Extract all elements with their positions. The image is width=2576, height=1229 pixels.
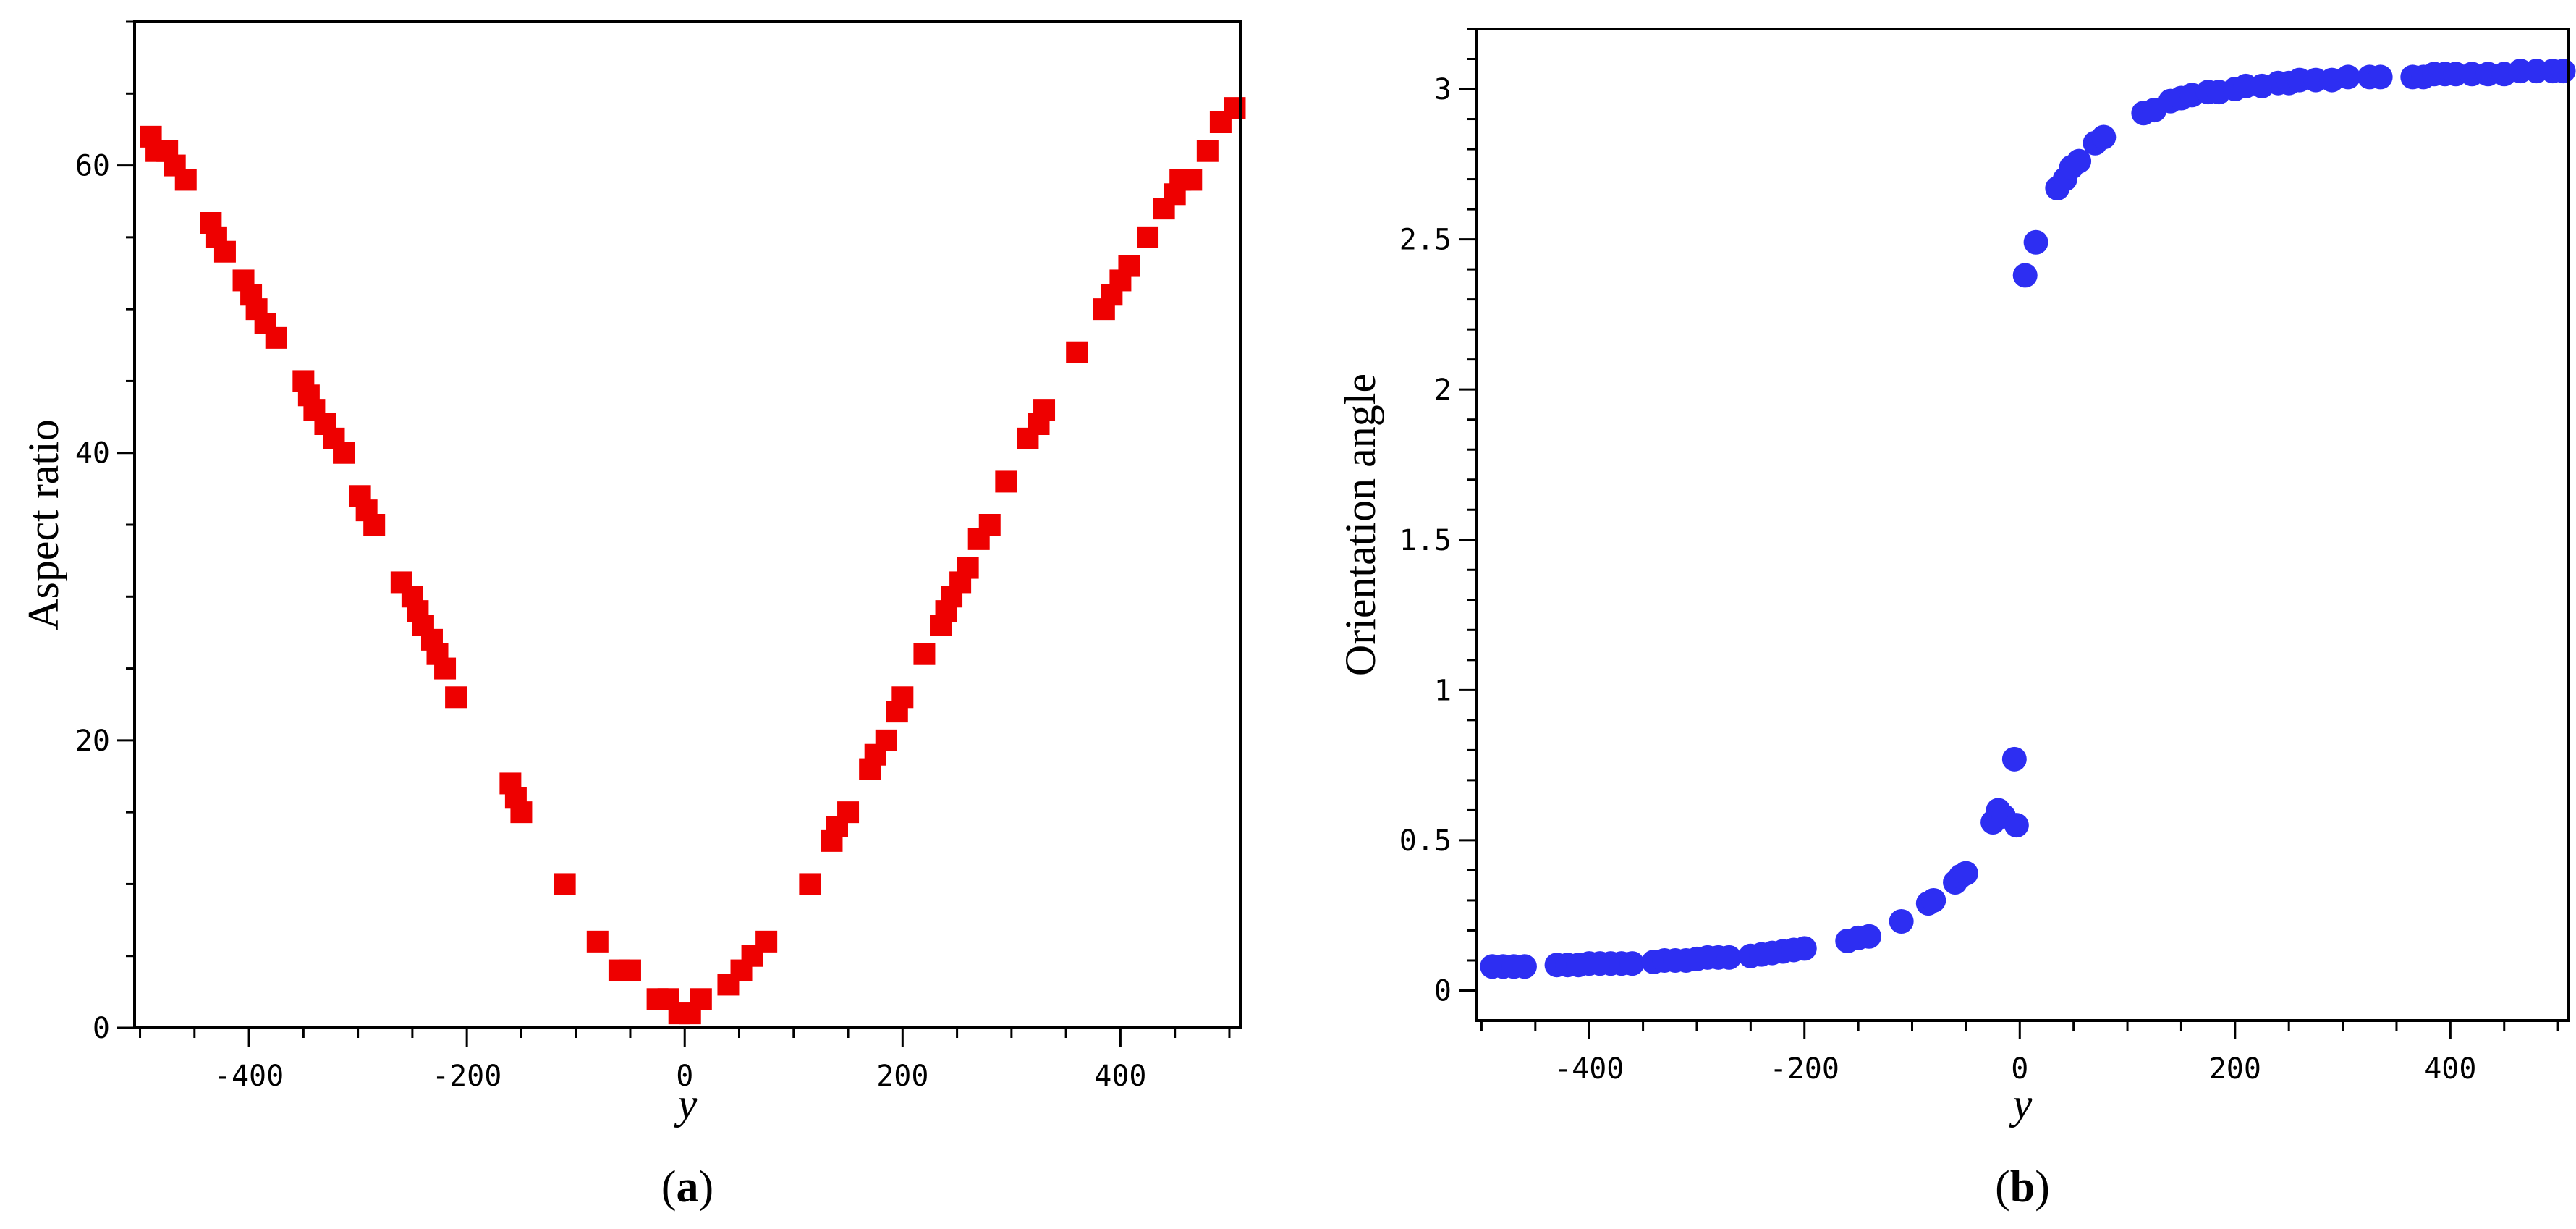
y-tick-label: 40: [75, 437, 110, 470]
data-point: [2004, 813, 2029, 838]
x-tick-label: 0: [2011, 1052, 2028, 1086]
data-point: [1224, 97, 1246, 119]
data-point: [2091, 124, 2117, 150]
data-point: [2001, 746, 2027, 772]
x-tick-label: -400: [214, 1060, 284, 1093]
data-point: [995, 470, 1017, 493]
data-point: [554, 873, 576, 895]
data-point: [1857, 924, 1882, 949]
data-point: [333, 442, 355, 464]
x-tick-label: 200: [2209, 1052, 2261, 1086]
data-point: [586, 930, 609, 953]
x-tick-label: -200: [432, 1060, 501, 1093]
data-point: [363, 514, 386, 536]
data-point: [891, 686, 914, 709]
data-point: [265, 326, 287, 349]
data-point: [978, 514, 1001, 536]
data-point: [445, 686, 467, 709]
x-tick-label: 200: [876, 1060, 928, 1093]
y-tick-label: 60: [75, 150, 110, 183]
data-point: [2012, 263, 2038, 288]
y-tick-label: 1.5: [1399, 524, 1452, 557]
data-point: [837, 801, 860, 824]
y-tick-label: 0.5: [1399, 824, 1452, 858]
y-ticks-b: 0 0.5 1 1.5 2 2.5 3: [1399, 28, 1476, 1008]
data-point: [2023, 229, 2048, 255]
panel-a: -400 -200 0 200 400 0 20 40 60 Aspect ratio y (…: [20, 20, 1246, 1212]
plot-frame-a: [133, 20, 1242, 1029]
data-point: [1118, 255, 1140, 277]
data-point: [913, 643, 936, 665]
y-tick-label: 3: [1434, 73, 1452, 106]
x-tick-label: 400: [2424, 1052, 2476, 1086]
panel-caption-b: (b): [1995, 1162, 2050, 1212]
x-ticks-a: -400 -200 0 200 400: [139, 1028, 1231, 1093]
y-tick-label: 1: [1434, 674, 1452, 707]
data-point: [1512, 954, 1537, 979]
data-point: [434, 657, 457, 680]
data-point: [510, 801, 533, 824]
data-point: [875, 729, 897, 751]
y-axis-title-b: Orientation angle: [1336, 373, 1384, 676]
plot-frame-b: [1475, 28, 2570, 1022]
data-point: [1889, 909, 1914, 934]
x-axis-title-a: y: [674, 1080, 698, 1128]
data-point: [1196, 140, 1219, 162]
x-tick-label: -400: [1554, 1052, 1624, 1086]
data-point: [1792, 936, 1817, 961]
data-point: [957, 557, 979, 579]
data-point: [2368, 64, 2393, 90]
data-point: [690, 988, 712, 1010]
data-point: [1066, 341, 1088, 363]
x-tick-label: 400: [1094, 1060, 1146, 1093]
data-point: [2336, 64, 2361, 90]
data-point: [1619, 951, 1645, 976]
data-point: [755, 930, 778, 953]
y-tick-label: 0: [1434, 974, 1452, 1008]
data-point: [1716, 945, 1742, 970]
data-point: [1137, 226, 1159, 248]
data-point: [1180, 169, 1203, 191]
x-axis-title-b: y: [2009, 1080, 2033, 1128]
y-tick-label: 2.5: [1399, 224, 1452, 257]
panel-caption-b-letter: b: [2010, 1162, 2035, 1212]
data-point: [2067, 148, 2092, 174]
panel-caption-a-letter: a: [677, 1162, 699, 1212]
y-ticks-a: 0 20 40 60: [75, 20, 135, 1045]
data-point: [1953, 861, 1978, 886]
x-tick-label: -200: [1770, 1052, 1839, 1086]
data-point: [619, 959, 641, 981]
data-point: [174, 169, 197, 191]
markers-a: [140, 97, 1246, 1025]
x-tick-label: 0: [676, 1060, 693, 1093]
y-tick-label: 0: [93, 1012, 110, 1045]
data-point: [1921, 887, 1946, 913]
y-tick-label: 2: [1434, 373, 1452, 407]
markers-b: [1480, 59, 2576, 979]
data-point: [799, 873, 821, 895]
y-axis-title-a: Aspect ratio: [20, 419, 67, 630]
data-point: [1033, 399, 1056, 421]
y-tick-label: 20: [75, 725, 110, 758]
panel-b: -400 -200 0 200 400 0 0.5 1 1.5 2 2.5 3 Orientatio…: [1336, 28, 2576, 1212]
x-ticks-b: -400 -200 0 200 400: [1480, 1021, 2559, 1086]
panel-caption-a: (a): [661, 1162, 713, 1212]
data-point: [213, 240, 236, 263]
data-point: [2551, 59, 2576, 84]
